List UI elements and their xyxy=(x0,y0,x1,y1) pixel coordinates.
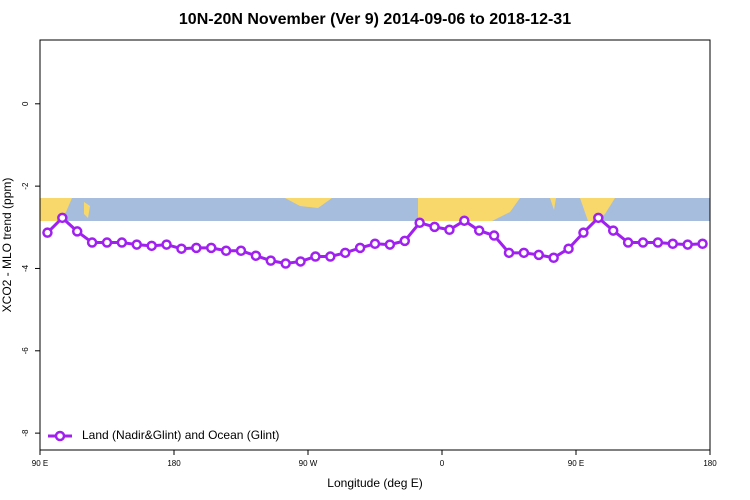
y-tick-label: 0 xyxy=(21,101,30,106)
data-point xyxy=(57,212,68,224)
legend-label: Land (Nadir&Glint) and Ocean (Glint) xyxy=(82,428,279,442)
data-point xyxy=(71,226,83,237)
y-tick-label: -4 xyxy=(21,264,30,272)
data-point xyxy=(235,245,247,257)
data-point xyxy=(116,237,128,248)
data-point xyxy=(384,239,396,250)
x-tick-label: 90 E xyxy=(32,459,48,468)
data-point xyxy=(295,256,306,267)
chart-title: 10N-20N November (Ver 9) 2014-09-06 to 2… xyxy=(179,11,571,28)
data-point xyxy=(563,243,574,254)
data-point xyxy=(176,243,187,254)
x-tick-label: 90 W xyxy=(299,459,318,468)
data-point xyxy=(325,251,336,262)
data-point xyxy=(429,221,440,233)
data-point xyxy=(682,239,693,250)
data-point xyxy=(354,242,366,254)
data-point xyxy=(369,238,381,250)
legend-marker xyxy=(54,430,66,442)
data-point xyxy=(205,242,217,254)
data-point xyxy=(548,252,559,264)
data-point xyxy=(280,258,291,269)
y-tick-label: -2 xyxy=(21,182,30,190)
data-point xyxy=(607,225,619,236)
data-point xyxy=(250,250,262,261)
data-point xyxy=(146,240,157,252)
data-point xyxy=(414,217,425,229)
data-point xyxy=(131,239,143,250)
data-point xyxy=(697,238,708,250)
data-point xyxy=(473,225,485,236)
data-point xyxy=(622,237,634,248)
data-point xyxy=(637,237,649,248)
data-point xyxy=(265,255,277,266)
map-strip xyxy=(40,198,710,221)
data-point xyxy=(42,227,53,238)
x-tick-label: 90 E xyxy=(568,459,584,468)
y-tick-label: -6 xyxy=(21,347,30,355)
data-point xyxy=(518,247,530,259)
data-point xyxy=(399,235,411,247)
data-point xyxy=(310,251,321,262)
plot-frame xyxy=(39,39,711,451)
y-tick-label: -8 xyxy=(21,429,30,437)
data-point xyxy=(101,237,113,248)
data-point xyxy=(652,237,664,248)
x-tick-label: 180 xyxy=(167,459,181,468)
data-point xyxy=(339,247,351,259)
data-point xyxy=(220,245,232,257)
data-point xyxy=(459,215,470,226)
data-point xyxy=(444,224,455,236)
data-point xyxy=(191,242,202,254)
data-point xyxy=(593,212,604,224)
x-tick-label: 0 xyxy=(440,459,445,468)
data-point xyxy=(161,239,172,250)
data-point xyxy=(503,247,515,259)
data-point xyxy=(667,238,679,250)
data-point xyxy=(578,227,589,238)
x-tick-label: 180 xyxy=(703,459,717,468)
data-point xyxy=(86,237,98,248)
data-point xyxy=(533,249,545,261)
y-axis-label: XCO2 - MLO trend (ppm) xyxy=(0,178,14,313)
data-point xyxy=(488,230,500,241)
x-axis-label: Longitude (deg E) xyxy=(327,476,422,490)
